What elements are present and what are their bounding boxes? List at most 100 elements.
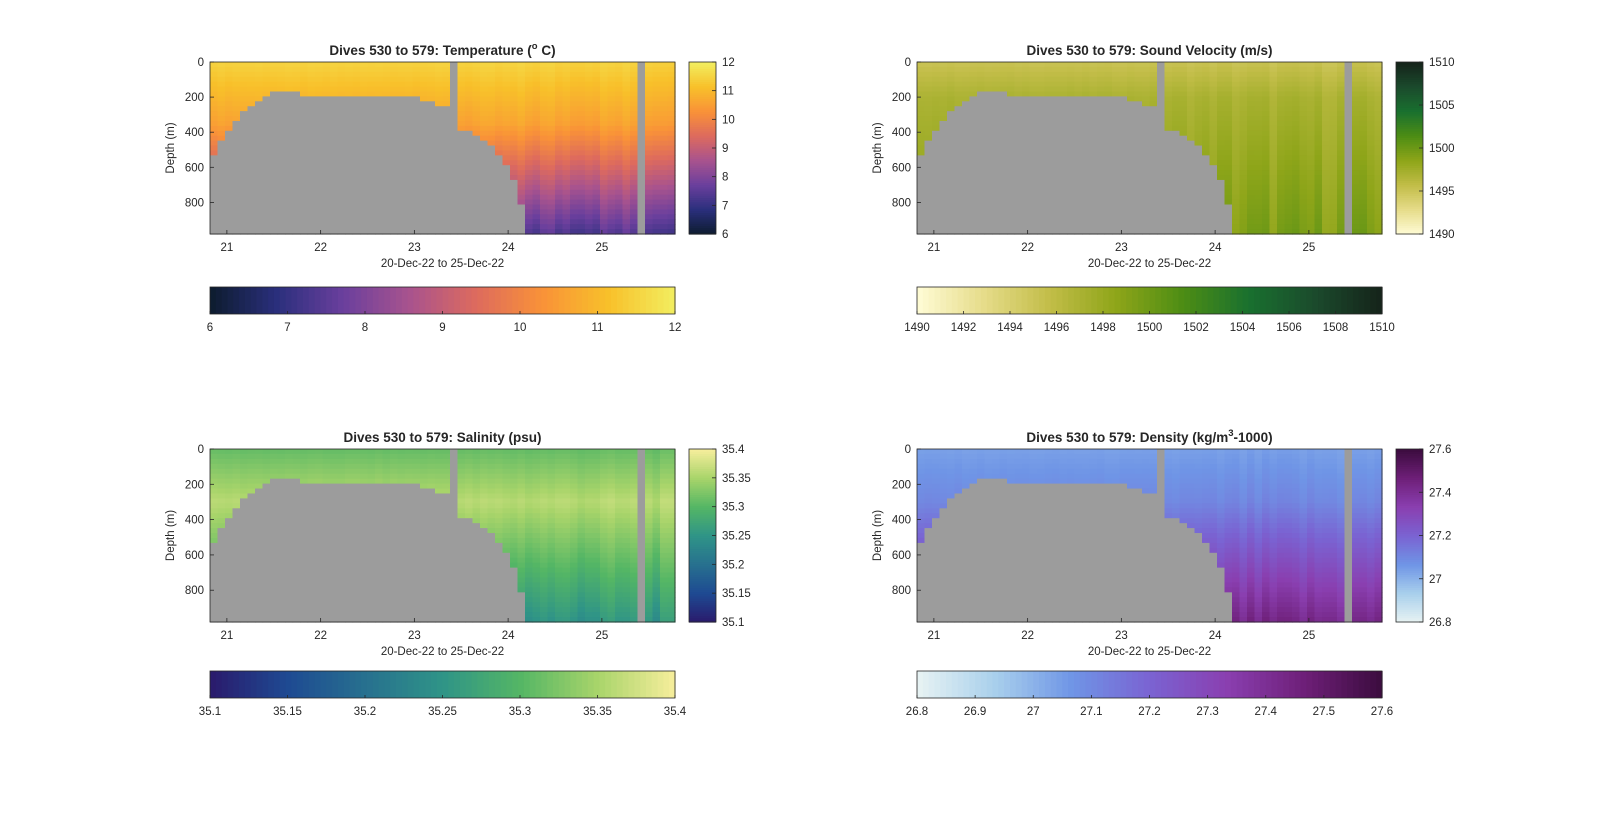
heatmap-cell [1359,120,1368,127]
heatmap-cell [360,71,369,78]
heatmap-cell [1082,111,1091,117]
heatmap-cell [1239,209,1248,215]
heatmap-cell [1314,111,1323,117]
heatmap-cell [1202,130,1211,137]
heatmap-cell [382,165,391,171]
heatmap-cell [999,120,1008,127]
heatmap-cell [1329,116,1338,122]
heatmap-cell [1037,194,1046,201]
heatmap-cell [1239,91,1248,97]
heatmap-cell [465,71,474,78]
colorbar-segment [1396,199,1423,203]
heatmap-cell [247,567,256,574]
heatmap-cell [660,194,669,201]
heatmap-cell [1044,125,1053,132]
heatmap-cell [1262,194,1271,201]
heatmap-cell [592,229,601,235]
heatmap-cell [924,160,933,166]
heatmap-cell [547,189,556,196]
heatmap-cell [1344,66,1353,73]
x-tick-label: 22 [1021,242,1034,254]
heatmap-cell [1037,209,1046,215]
colorbar-segment [355,287,362,314]
heatmap-cell [969,81,978,88]
heatmap-cell [622,229,631,235]
heatmap-cell [1232,116,1241,122]
heatmap-cell [932,106,941,112]
heatmap-cell [1007,145,1016,152]
heatmap-cell [232,617,241,623]
heatmap-cell [532,209,541,215]
heatmap-cell [337,229,346,235]
heatmap-cell [442,184,451,191]
colorbar-segment [1352,287,1360,314]
heatmap-cell [1157,145,1166,152]
heatmap-cell [562,66,571,73]
heatmap-cell [1307,224,1316,230]
heatmap-cell [660,145,669,152]
heatmap-cell [1374,106,1383,112]
heatmap-cell [1187,71,1196,78]
heatmap-cell [1112,150,1121,156]
colorbar-segment [689,229,716,233]
heatmap-cell [947,111,956,117]
heatmap-cell [1089,229,1098,235]
heatmap-cell [954,199,963,206]
heatmap-cell [315,209,324,215]
colorbar-segment [616,287,624,314]
heatmap-cell [1097,71,1106,78]
heatmap-cell [217,602,226,608]
heatmap-cell [435,219,444,225]
heatmap-cell [1172,76,1181,83]
heatmap-cell [562,204,571,211]
heatmap-cell [1029,194,1038,201]
heatmap-cell [1014,199,1023,206]
heatmap-cell [1014,219,1023,225]
heatmap-cell [1022,120,1031,127]
heatmap-cell [1337,150,1346,156]
heatmap-cell [442,125,451,132]
heatmap-cell [1269,194,1278,201]
heatmap-cell [615,86,624,93]
heatmap-cell [307,140,316,147]
heatmap-cell [585,106,594,112]
heatmap-cell [1082,140,1091,147]
heatmap-cell [472,140,481,147]
heatmap-cell [630,194,639,201]
heatmap-cell [487,155,496,161]
heatmap-cell [630,175,639,181]
heatmap-cell [622,140,631,147]
heatmap-cell [954,135,963,142]
heatmap-cell [570,120,579,127]
heatmap-cell [532,179,541,186]
heatmap-cell [600,106,609,112]
heatmap-cell [622,224,631,230]
heatmap-cell [947,199,956,206]
heatmap-cell [247,449,256,455]
heatmap-cell [495,194,504,201]
heatmap-cell [240,498,249,504]
heatmap-cell [954,62,963,68]
heatmap-cell [1029,140,1038,147]
chart-title-text: Dives 530 to 579: Sound Velocity (m/s) [1026,43,1272,58]
heatmap-cell [1292,135,1301,142]
heatmap-cell [525,66,534,73]
heatmap-cell [322,62,331,68]
heatmap-cell [390,130,399,137]
heatmap-cell [1179,209,1188,215]
heatmap-cell [1164,204,1173,211]
heatmap-cell [217,62,226,68]
heatmap-cell [217,587,226,593]
heatmap-cell [1044,209,1053,215]
heatmap-cell [1352,76,1361,83]
heatmap-cell [962,170,971,176]
heatmap-cell [962,160,971,166]
heatmap-cell [1254,229,1263,235]
y-tick-label: 800 [892,197,911,209]
heatmap-cell [999,219,1008,225]
heatmap-cell [1187,66,1196,73]
heatmap-cell [1119,106,1128,112]
heatmap-cell [1089,199,1098,206]
heatmap-cell [947,160,956,166]
heatmap-cell [217,582,226,588]
